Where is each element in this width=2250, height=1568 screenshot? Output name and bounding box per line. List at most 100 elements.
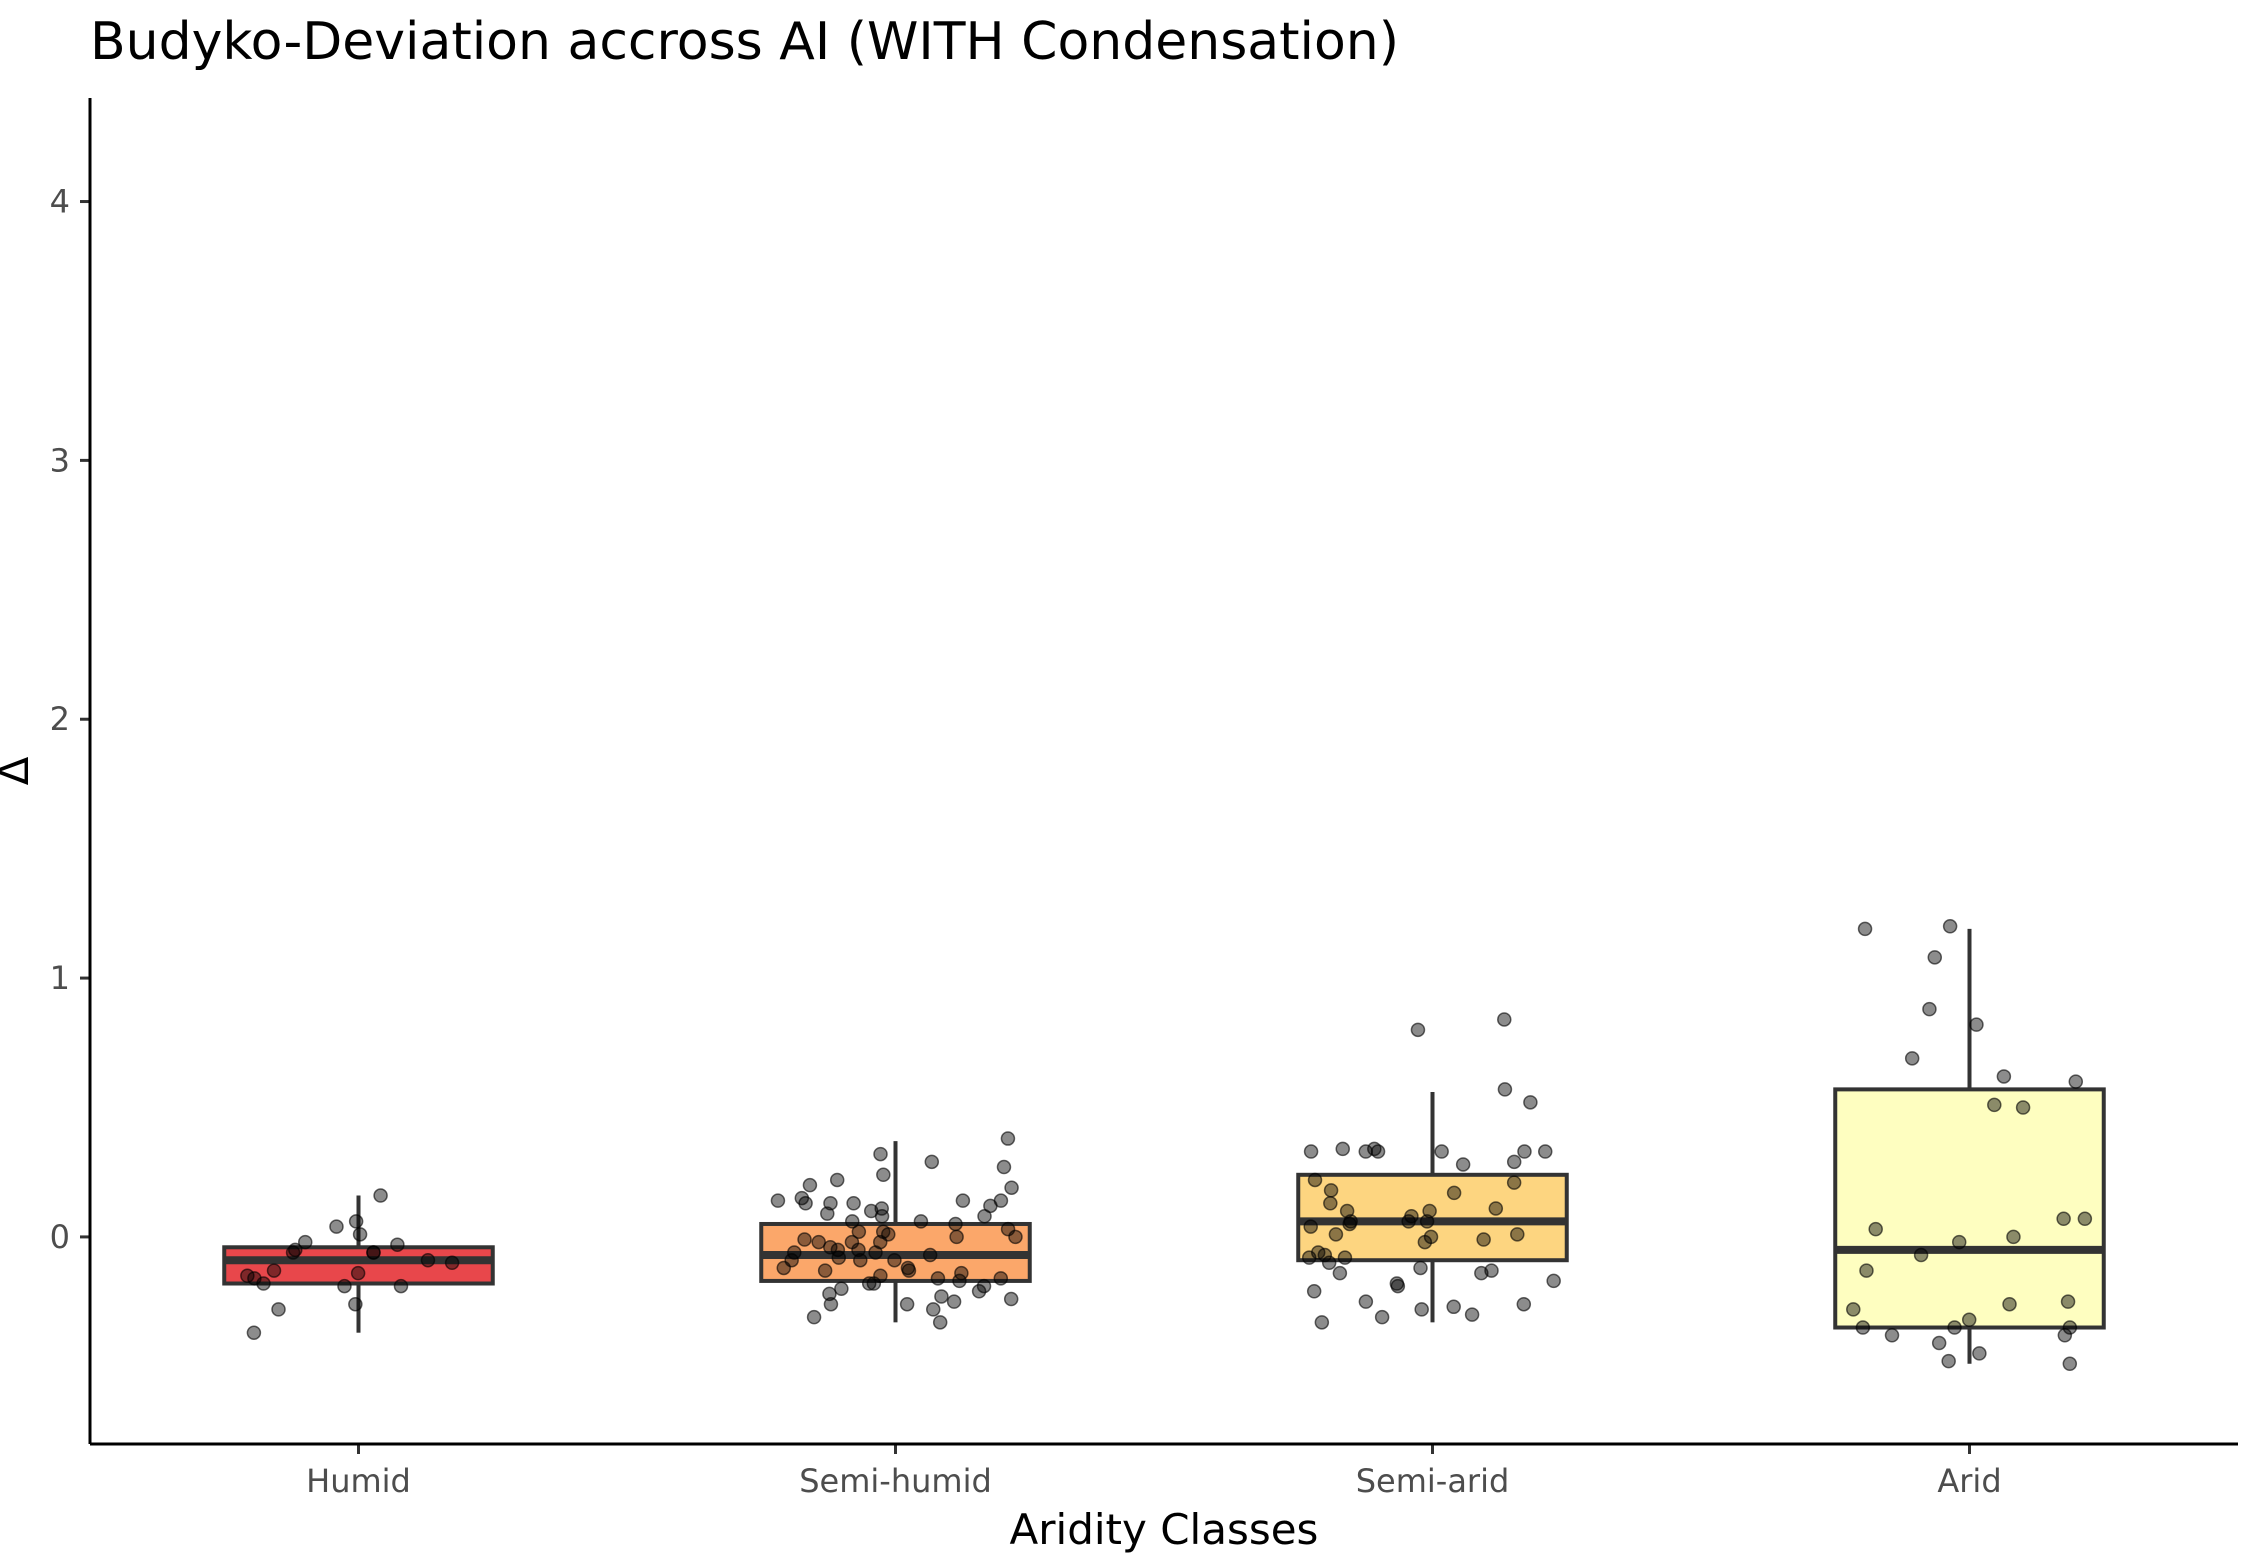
data-point [1307, 1172, 1323, 1188]
data-point [420, 1252, 436, 1268]
data-point [366, 1245, 381, 1260]
data-point [853, 1252, 868, 1268]
box-0 [222, 1195, 495, 1333]
data-point [1506, 1154, 1522, 1170]
data-point [350, 1265, 366, 1281]
data-point [1455, 1157, 1471, 1172]
data-point [1358, 1294, 1374, 1309]
data-point [1537, 1144, 1553, 1159]
data-point [266, 1263, 282, 1278]
data-point [1931, 1335, 1947, 1351]
data-point [337, 1278, 352, 1294]
data-point [1941, 1353, 1956, 1369]
y-axis-ticks: 0 1 2 3 4 [50, 183, 90, 1256]
data-point [1389, 1276, 1405, 1291]
data-point [1434, 1144, 1449, 1159]
data-point [930, 1271, 946, 1286]
data-point [298, 1234, 313, 1250]
data-point [1484, 1263, 1499, 1278]
data-point [926, 1302, 941, 1317]
data-point [1464, 1307, 1480, 1322]
y-axis-title: Δ [0, 756, 38, 785]
data-point [976, 1278, 992, 1294]
y-tick-label: 3 [50, 441, 70, 479]
data-point [1846, 1302, 1861, 1317]
data-point [246, 1325, 262, 1340]
data-point [1506, 1175, 1522, 1190]
data-point [996, 1159, 1012, 1175]
x-tick-label: Semi-arid [1356, 1462, 1510, 1500]
data-point [787, 1245, 802, 1260]
data-point [1951, 1234, 1967, 1250]
data-point [949, 1229, 964, 1245]
data-point [1410, 1022, 1426, 1038]
data-point [932, 1315, 948, 1330]
data-point [1303, 1219, 1318, 1234]
data-point [844, 1234, 860, 1250]
data-point [393, 1278, 409, 1294]
data-point [946, 1294, 962, 1309]
data-point [1996, 1069, 2012, 1084]
data-point [861, 1276, 877, 1291]
data-point [1000, 1131, 1016, 1146]
data-point [1303, 1144, 1319, 1159]
data-point [285, 1245, 301, 1260]
data-point [806, 1309, 822, 1325]
data-point [1423, 1229, 1439, 1245]
data-point [1913, 1247, 1929, 1263]
data-point [811, 1234, 826, 1250]
data-point [846, 1196, 861, 1211]
data-point [2002, 1296, 2017, 1312]
data-point [1337, 1250, 1353, 1265]
data-point [1306, 1284, 1322, 1299]
data-point [2006, 1229, 2021, 1245]
data-point [1942, 919, 1958, 934]
data-point [899, 1296, 915, 1312]
data-point [1859, 1263, 1874, 1278]
data-point [977, 1208, 992, 1224]
data-point [776, 1260, 792, 1276]
data-point [887, 1252, 902, 1268]
data-point [1857, 921, 1873, 937]
box-3 [1833, 928, 2106, 1364]
data-point [913, 1214, 929, 1229]
x-tick-label: Arid [1937, 1462, 2001, 1500]
jitter-points [240, 919, 2093, 1372]
data-point [348, 1214, 364, 1229]
data-point [444, 1255, 460, 1271]
data-point [954, 1265, 969, 1281]
box-group [222, 928, 2106, 1364]
data-point [798, 1196, 813, 1211]
y-tick-label: 1 [50, 959, 70, 997]
data-point [1358, 1144, 1374, 1159]
data-point [823, 1196, 838, 1211]
data-point [993, 1271, 1009, 1286]
box-1 [759, 1141, 1032, 1323]
data-point [876, 1167, 891, 1183]
chart-title: Budyko-Deviation accross AI (WITH Conden… [90, 12, 1400, 72]
data-point [1987, 1097, 2002, 1113]
data-point [271, 1302, 286, 1317]
data-point [1446, 1299, 1461, 1315]
data-point [1972, 1346, 1987, 1361]
data-point [1497, 1082, 1513, 1097]
data-point [823, 1240, 838, 1255]
data-point [2056, 1211, 2071, 1227]
data-point [802, 1177, 818, 1193]
data-point [822, 1286, 837, 1302]
data-point [851, 1224, 867, 1239]
data-point [2060, 1294, 2076, 1309]
data-point [1317, 1247, 1333, 1263]
data-point [1961, 1312, 1977, 1328]
data-point [390, 1237, 405, 1252]
x-tick-label: Humid [306, 1462, 411, 1500]
data-point [352, 1227, 368, 1242]
data-point [2062, 1320, 2078, 1335]
data-point [1321, 1255, 1337, 1271]
data-point [948, 1216, 963, 1232]
data-point [873, 1146, 888, 1162]
data-point [2057, 1328, 2073, 1343]
data-point [1488, 1201, 1504, 1216]
data-point [901, 1263, 917, 1278]
data-point [1517, 1144, 1532, 1159]
